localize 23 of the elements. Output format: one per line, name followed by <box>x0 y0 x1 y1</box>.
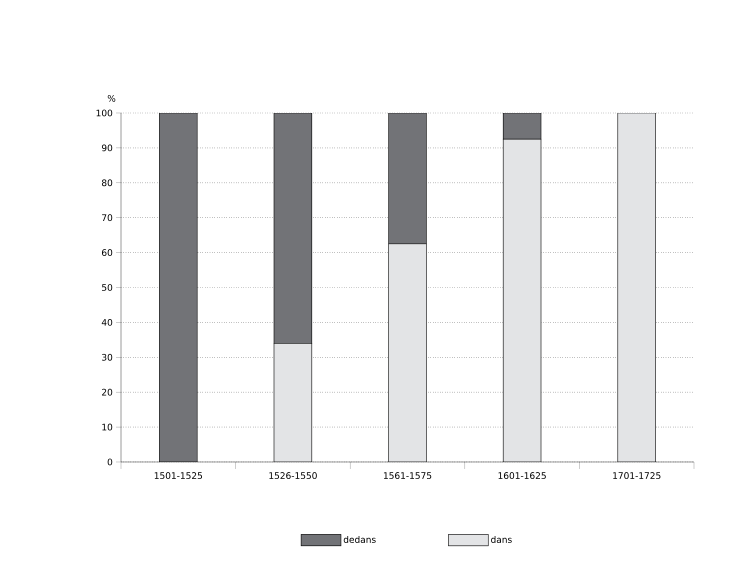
x-tick-label: 1501-1525 <box>154 472 202 479</box>
y-tick-label: 0 <box>108 458 112 466</box>
bar <box>159 112 198 462</box>
y-tick-label: 30 <box>102 354 112 361</box>
bar <box>388 112 427 244</box>
y-tick-label: 50 <box>102 284 112 291</box>
bar <box>274 112 312 344</box>
y-tick-label: 80 <box>102 179 112 186</box>
x-tick-label: 1601-1625 <box>498 472 546 479</box>
x-tick-label: 1561-1575 <box>384 472 432 479</box>
y-tick-label: 90 <box>102 144 112 152</box>
x-tick-label: 1701-1725 <box>613 472 660 479</box>
bar <box>502 112 542 140</box>
y-axis-title: % <box>108 94 116 102</box>
y-tick-label: 20 <box>102 388 112 396</box>
y-tick-label: 40 <box>102 318 112 326</box>
legend-label: dans <box>491 536 512 543</box>
y-tick-label: 60 <box>102 249 112 256</box>
y-tick-label: 100 <box>96 110 112 116</box>
y-tick-label: 10 <box>102 424 112 430</box>
y-tick-label: 70 <box>102 214 112 222</box>
x-tick-label: 1526-1550 <box>269 472 317 479</box>
legend-label: dedans <box>344 536 376 543</box>
